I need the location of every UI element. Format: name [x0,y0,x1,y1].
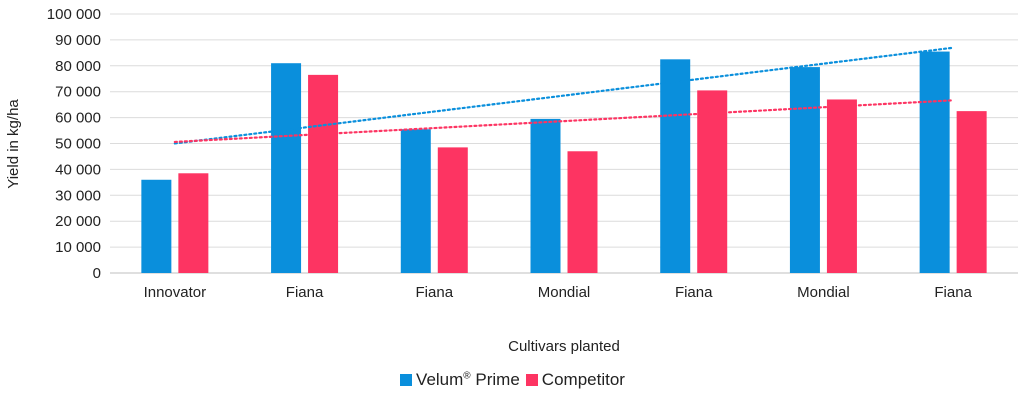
legend-item-competitor: Competitor [525,370,625,390]
bar-velum [919,51,950,274]
bar-competitor [567,151,598,273]
legend: Velum® Prime Competitor [0,370,1025,390]
trendline-velum [173,46,955,145]
bar-velum [530,118,561,274]
y-tick-label: 90 000 [55,32,101,49]
legend-label-velum: Velum® Prime [416,370,520,390]
y-tick-label: 40 000 [55,161,101,178]
x-tick-label: Fiana [934,284,972,301]
legend-label-velum-suffix: Prime [470,370,520,389]
bar-velum [141,179,172,273]
y-tick-label: 20 000 [55,213,101,230]
x-tick-label: Mondial [797,284,850,301]
y-tick-label: 80 000 [55,58,101,75]
x-tick-label: Fiana [675,284,713,301]
y-axis-ticks: 0 10 000 20 000 30 000 40 000 50 000 60 000 70 … [47,6,101,282]
bar-competitor [826,99,857,273]
y-tick-label: 50 000 [55,136,101,153]
bar-competitor [437,147,468,273]
y-axis-title: Yield in kg/ha [5,99,22,189]
x-tick-label: Fiana [286,284,324,301]
x-axis-ticks: Innovator Fiana Fiana Mondial Fiana Mondial Fi… [144,284,973,301]
bar-competitor [178,173,209,273]
x-tick-label: Fiana [416,284,454,301]
x-axis-title: Cultivars planted [508,338,620,355]
x-tick-label: Mondial [538,284,591,301]
y-tick-label: 10 000 [55,239,101,256]
trendline-competitor [173,99,955,144]
x-tick-label: Innovator [144,284,207,301]
y-tick-label: 30 000 [55,187,101,204]
legend-swatch-velum [400,374,413,386]
bar-competitor [697,90,728,273]
bar-velum [271,63,302,274]
gridlines [110,13,1018,274]
legend-label-competitor: Competitor [541,370,625,389]
bar-competitor [956,111,987,273]
bars [141,51,987,274]
bar-competitor [308,74,339,274]
y-tick-label: 0 [93,265,101,282]
legend-label-velum-name: Velum [416,370,464,389]
registered-mark: ® [463,370,471,382]
y-tick-label: 70 000 [55,84,101,101]
bar-velum [660,59,691,274]
trendlines [173,46,955,145]
bar-velum [789,67,820,273]
legend-swatch-competitor [525,374,538,386]
y-tick-label: 60 000 [55,110,101,127]
y-tick-label: 100 000 [47,6,101,23]
legend-item-velum: Velum® Prime [400,370,520,390]
bar-velum [400,129,431,273]
